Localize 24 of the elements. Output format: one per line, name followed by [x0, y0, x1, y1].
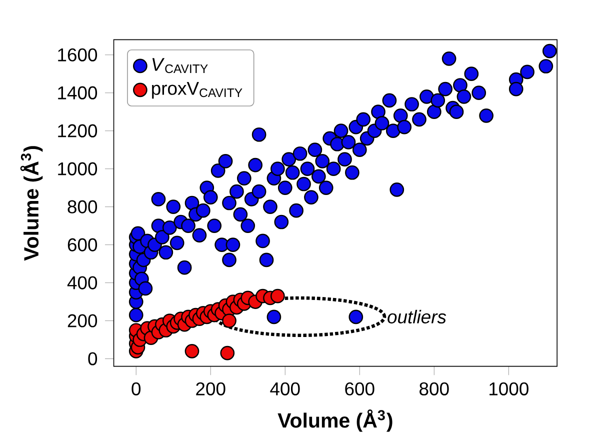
point: [220, 346, 235, 360]
x-tick-label: 1000: [490, 382, 528, 396]
y-tick-label: 1200: [58, 124, 98, 138]
x-tick-label: 600: [345, 382, 374, 396]
y-tick-label: 600: [68, 238, 98, 252]
y-tick-label: 400: [67, 276, 98, 290]
point: [184, 344, 200, 358]
y-tick-label: 1400: [58, 86, 98, 100]
y-tick-label: 1000: [58, 162, 98, 176]
legend-label: V$_{CAVITY}$: [152, 58, 208, 74]
y-axis-title: Volume (Å$^{3}$): [20, 146, 43, 261]
x-axis-title: Volume (Å$^{3}$): [278, 409, 392, 432]
y-tick-label: 200: [68, 314, 98, 328]
x-tick-label: 800: [420, 382, 449, 396]
legend-label: proxV$_{CAVITY}$: [152, 82, 242, 98]
y-tick-label: 1600: [58, 48, 98, 62]
x-tick-label: 200: [196, 382, 226, 396]
point: [222, 314, 236, 328]
y-tick-label: 800: [68, 200, 98, 214]
annotation: outliers: [388, 310, 446, 324]
x-tick-label: 0: [132, 382, 141, 396]
y-tick-label: 0: [88, 352, 98, 366]
point: [270, 288, 285, 304]
x-tick-label: 400: [270, 382, 300, 396]
